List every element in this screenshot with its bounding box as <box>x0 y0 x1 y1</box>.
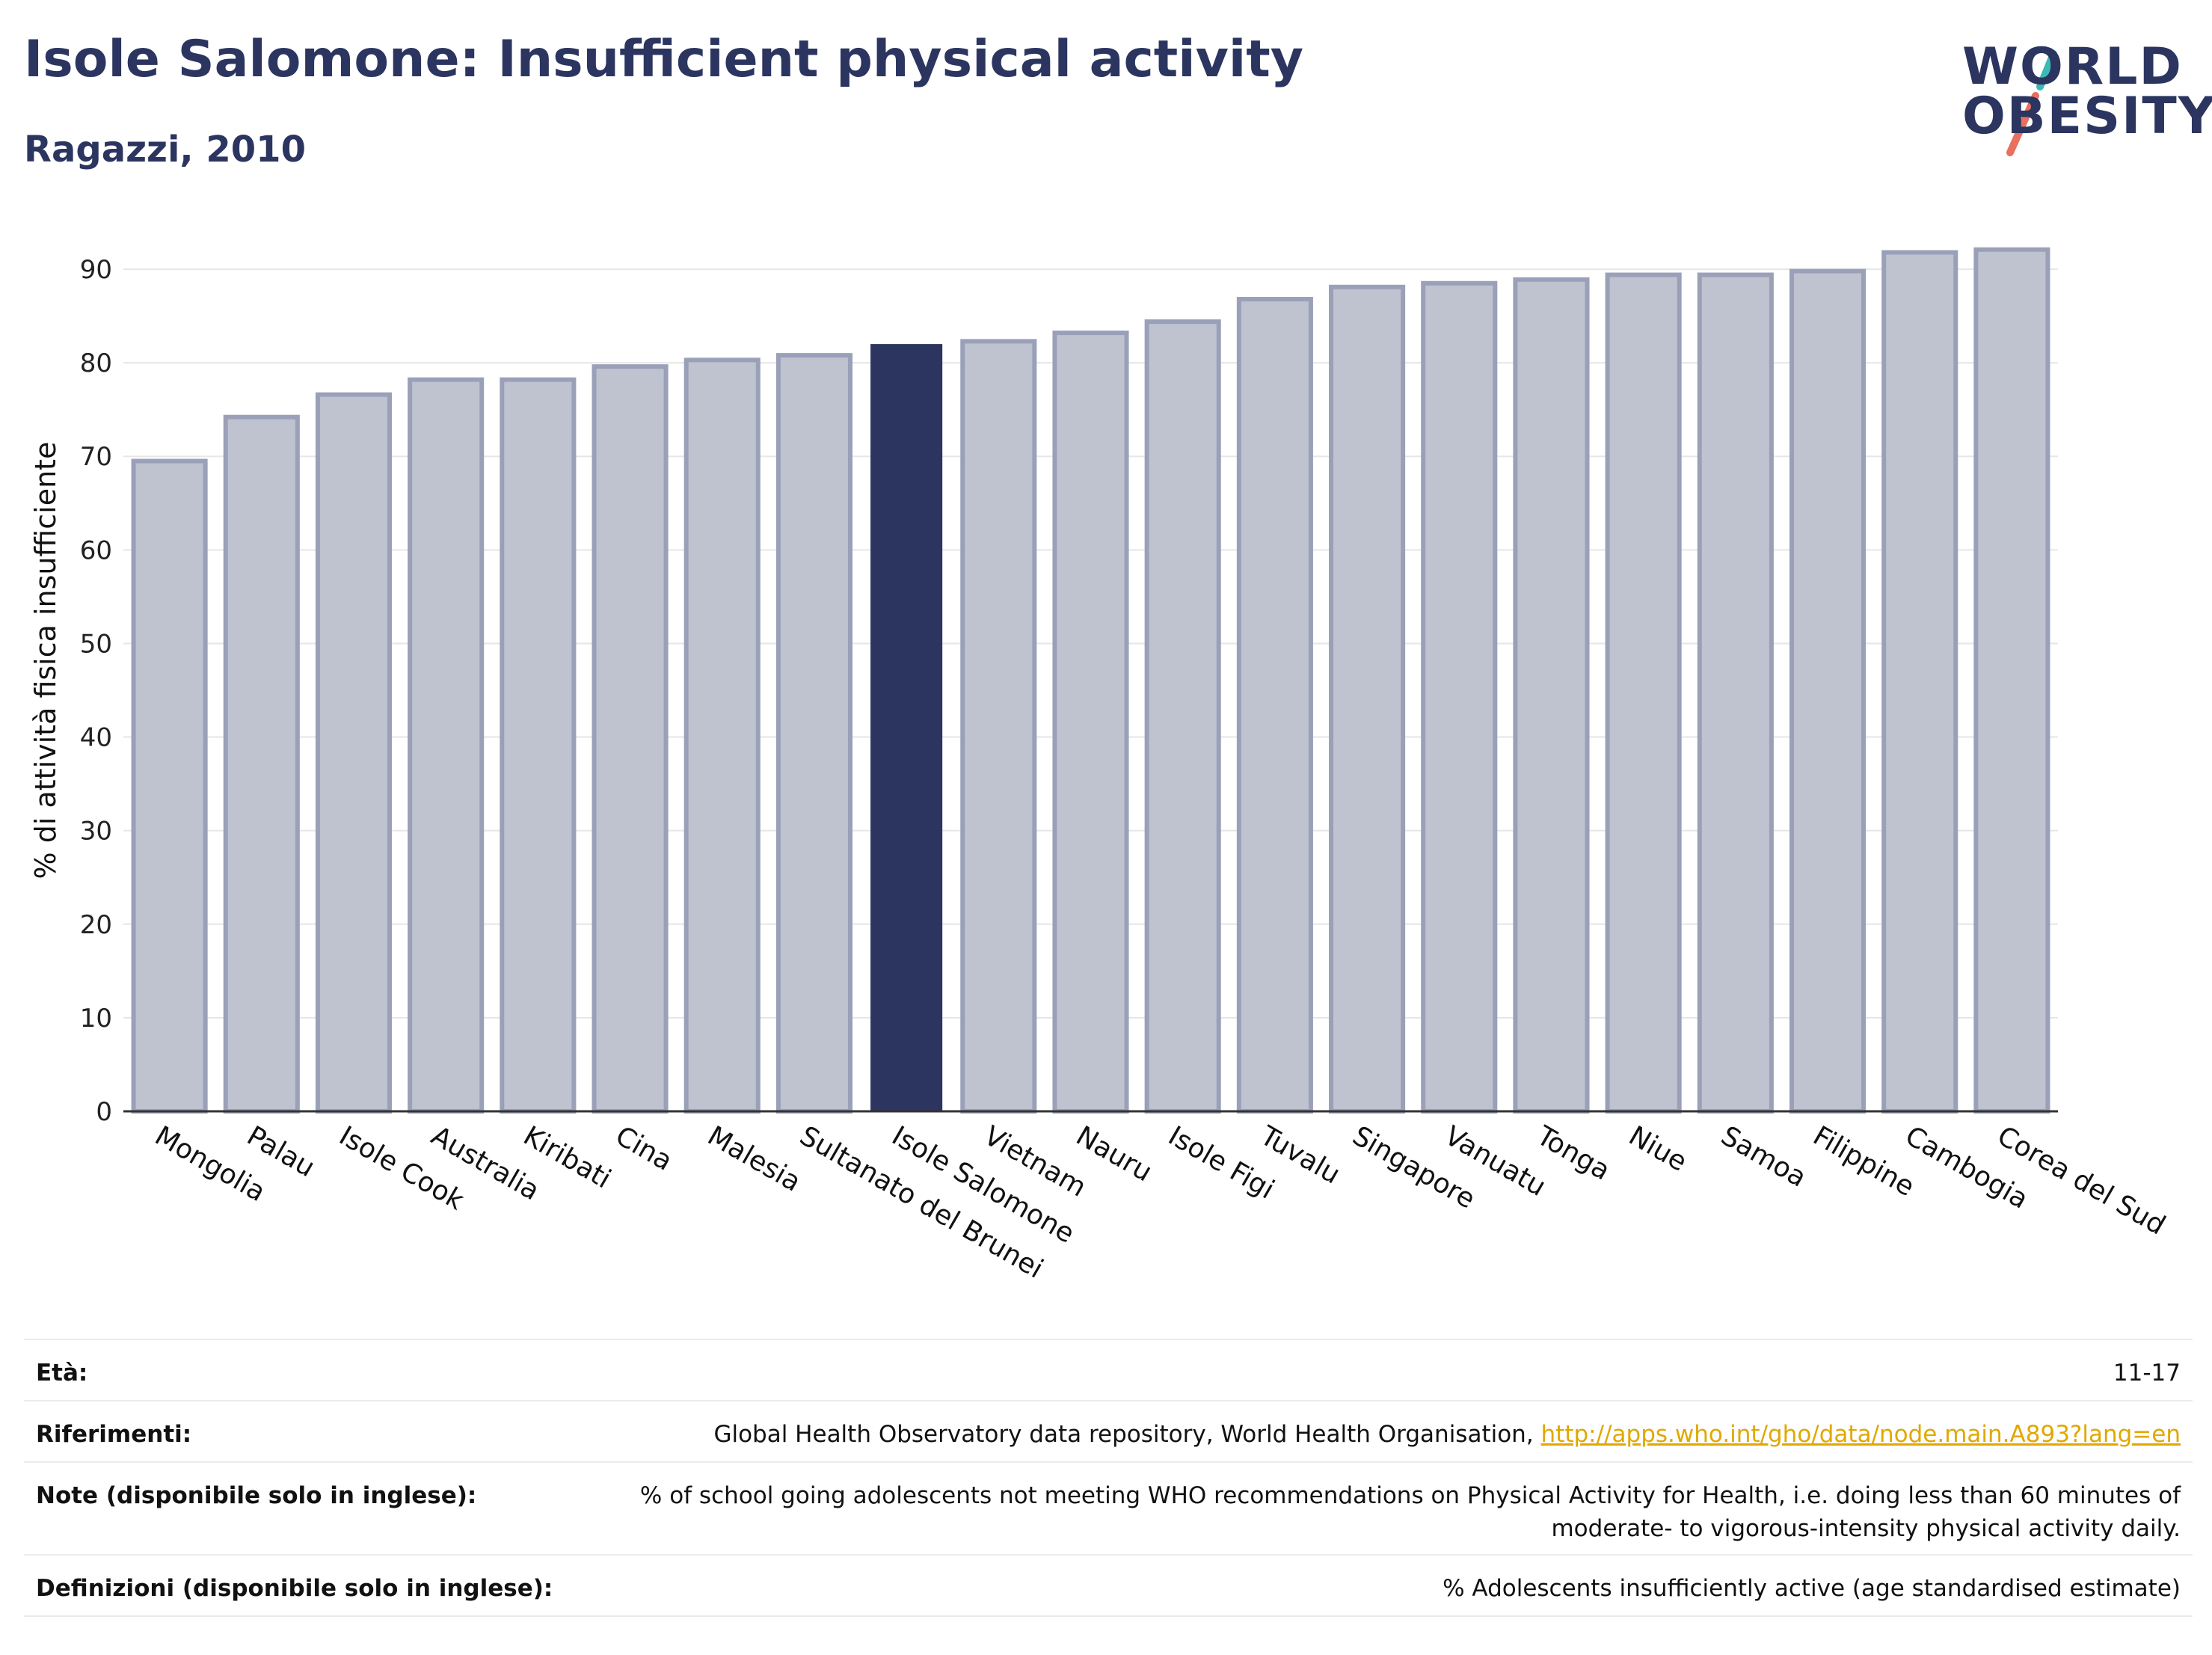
notes-line2: moderate- to vigorous-intensity physical… <box>1551 1515 2181 1542</box>
bar <box>315 392 393 1114</box>
references-text: Global Health Observatory data repositor… <box>713 1421 1541 1448</box>
x-tick-label: Cina <box>610 1120 678 1177</box>
bar <box>1329 284 1406 1114</box>
meta-row-references: Riferimenti: Global Health Observatory d… <box>24 1400 2193 1463</box>
x-tick-label: Filippine <box>1808 1120 1920 1203</box>
bar <box>683 357 761 1114</box>
bar <box>500 377 577 1114</box>
bar <box>1236 297 1313 1114</box>
meta-label-notes: Note (disponibile solo in inglese): <box>36 1482 477 1509</box>
meta-value-notes: % of school going adolescents not meetin… <box>640 1479 2181 1545</box>
meta-label-age: Età: <box>36 1360 88 1387</box>
meta-value-definitions: % Adolescents insufficiently active (age… <box>1443 1575 2181 1602</box>
bar <box>408 377 485 1114</box>
bar <box>960 339 1037 1114</box>
logo-text-line2: OBESITY <box>1962 87 2212 146</box>
y-tick-label: 0 <box>96 1097 112 1127</box>
bars <box>131 247 2050 1114</box>
bar <box>592 364 669 1114</box>
bar <box>1881 250 1958 1114</box>
bar <box>1789 268 1867 1114</box>
bar <box>1973 247 2050 1114</box>
meta-value-references: Global Health Observatory data repositor… <box>713 1418 2181 1451</box>
x-tick-label: Isole Figi <box>1163 1120 1279 1205</box>
bar-highlighted <box>870 344 943 1112</box>
bar <box>775 353 852 1114</box>
chart-title: Isole Salomone: Insufficient physical ac… <box>24 30 1304 89</box>
bar <box>1513 277 1590 1114</box>
y-tick-label: 20 <box>80 910 112 940</box>
notes-line1: % of school going adolescents not meetin… <box>639 1482 2181 1509</box>
y-tick-label: 70 <box>80 442 112 472</box>
y-axis-label: % di attività fisica insufficiente <box>29 442 62 879</box>
meta-value-age: 11-17 <box>2113 1360 2181 1387</box>
meta-label-definitions: Definizioni (disponibile solo in inglese… <box>36 1575 553 1602</box>
meta-label-references: Riferimenti: <box>36 1421 192 1448</box>
y-tick-label: 40 <box>80 723 112 753</box>
y-tick-label: 80 <box>80 348 112 378</box>
logo-slash-icon <box>2006 50 2057 156</box>
x-tick-label: Malesia <box>702 1120 805 1198</box>
bar <box>1605 272 1682 1114</box>
y-tick-label: 10 <box>80 1004 112 1034</box>
y-tick-label: 50 <box>80 629 112 659</box>
bar <box>1421 280 1498 1114</box>
bar <box>131 458 208 1114</box>
world-obesity-logo: WORLD OBESITY <box>1952 33 2212 160</box>
chart-subtitle: Ragazzi, 2010 <box>24 129 306 171</box>
bar <box>1144 319 1221 1114</box>
meta-row-notes: Note (disponibile solo in inglese): % of… <box>24 1461 2193 1556</box>
meta-row-age: Età: 11-17 <box>24 1339 2193 1401</box>
meta-bottom-divider <box>24 1615 2193 1617</box>
y-axis-ticks: 0 10 20 30 40 50 60 70 80 90 <box>80 255 112 1127</box>
references-link[interactable]: http://apps.who.int/gho/data/node.main.A… <box>1540 1421 2181 1448</box>
bar <box>1052 331 1129 1114</box>
bar <box>1697 272 1774 1114</box>
x-tick-label: Niue <box>1623 1120 1692 1177</box>
meta-row-definitions: Definizioni (disponibile solo in inglese… <box>24 1554 2193 1617</box>
logo-text-line1: WORLD <box>1962 37 2183 96</box>
y-tick-label: 30 <box>80 817 112 847</box>
bar <box>223 414 300 1114</box>
x-tick-label: Samoa <box>1715 1120 1811 1194</box>
y-tick-label: 90 <box>80 255 112 285</box>
y-tick-label: 60 <box>80 535 112 565</box>
